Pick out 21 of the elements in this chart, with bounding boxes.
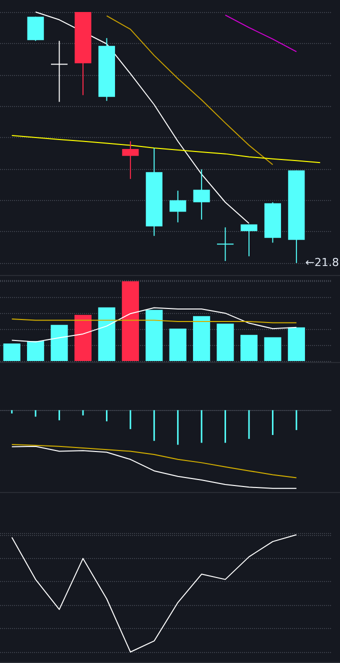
bar: [98, 307, 116, 361]
annotation: ←21.8: [305, 256, 340, 269]
bar: [240, 334, 258, 361]
bar: [264, 337, 282, 361]
candlestick: [193, 168, 210, 220]
bar: [216, 324, 234, 361]
candlestick: [216, 226, 234, 262]
bar: [146, 310, 163, 361]
bar: [3, 344, 20, 361]
candlestick: [122, 140, 139, 180]
candlestick: [50, 40, 68, 102]
bar: [122, 281, 139, 361]
bar: [27, 341, 44, 361]
bar: [193, 316, 210, 361]
candlestick: [240, 224, 258, 257]
candlestick: [27, 16, 44, 42]
bar: [169, 328, 186, 361]
bar: [50, 324, 68, 361]
candlestick: [170, 190, 186, 223]
bar: [288, 327, 305, 361]
bar: [74, 314, 92, 361]
